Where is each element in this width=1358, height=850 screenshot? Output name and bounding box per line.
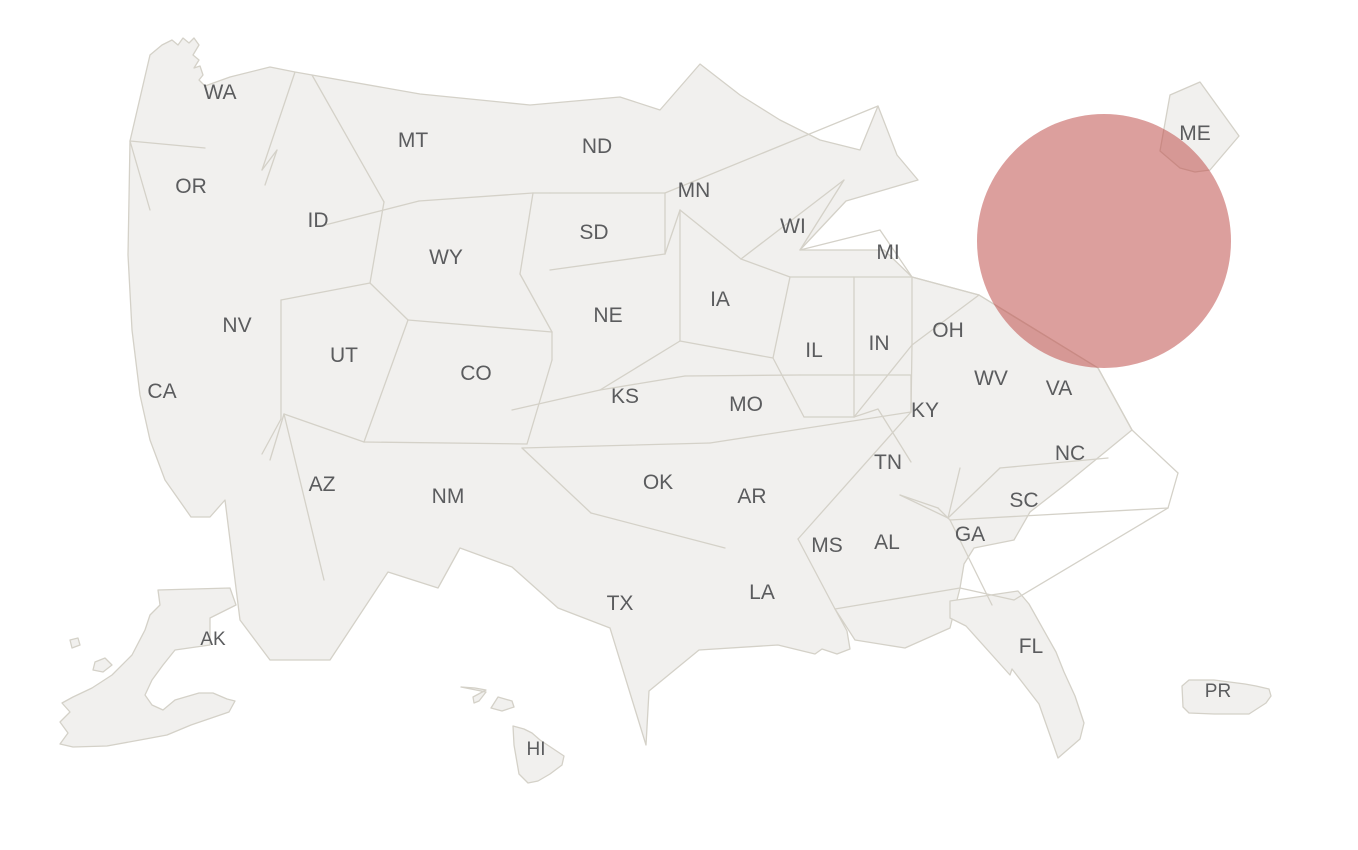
svg-text:TX: TX [607,592,634,615]
svg-text:OK: OK [643,471,673,494]
svg-text:WV: WV [974,367,1008,390]
svg-text:SC: SC [1009,489,1038,512]
svg-text:GA: GA [955,523,985,546]
svg-text:WI: WI [780,215,806,238]
svg-text:IL: IL [805,339,823,362]
svg-text:WA: WA [203,81,236,104]
svg-text:IA: IA [710,288,730,311]
svg-text:AZ: AZ [309,473,336,496]
svg-text:UT: UT [330,344,358,367]
svg-text:PR: PR [1205,681,1231,702]
svg-text:OR: OR [175,175,207,198]
svg-text:MI: MI [876,241,899,264]
svg-text:HI: HI [527,739,546,760]
svg-text:AR: AR [737,485,766,508]
svg-text:KS: KS [611,385,639,408]
svg-text:NM: NM [432,485,465,508]
svg-text:AL: AL [874,531,900,554]
svg-text:MN: MN [678,179,711,202]
svg-text:ND: ND [582,135,612,158]
svg-text:CO: CO [460,362,492,385]
svg-text:LA: LA [749,581,775,604]
svg-text:WY: WY [429,246,463,269]
svg-text:MS: MS [811,534,843,557]
svg-text:SD: SD [579,221,608,244]
svg-text:FL: FL [1019,635,1044,658]
svg-text:KY: KY [911,399,939,422]
svg-text:ID: ID [308,209,329,232]
svg-text:NV: NV [222,314,251,337]
svg-text:CA: CA [147,380,176,403]
svg-text:OH: OH [932,319,964,342]
svg-text:TN: TN [874,451,902,474]
svg-text:NE: NE [593,304,622,327]
svg-text:VA: VA [1046,377,1072,400]
svg-text:NC: NC [1055,442,1085,465]
svg-text:ME: ME [1179,122,1211,145]
svg-text:IN: IN [869,332,890,355]
svg-text:MT: MT [398,129,428,152]
svg-text:MO: MO [729,393,763,416]
svg-text:AK: AK [200,629,226,650]
